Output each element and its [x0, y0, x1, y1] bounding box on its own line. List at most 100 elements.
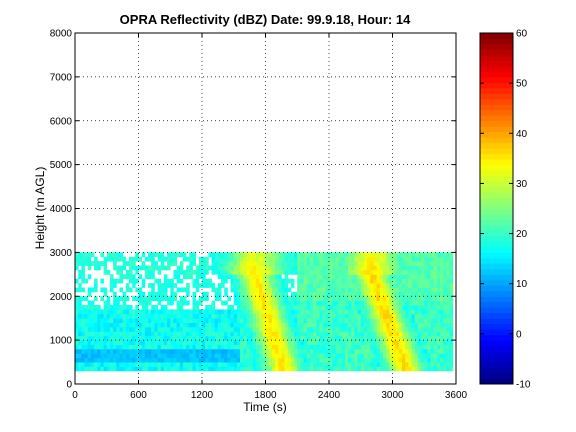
- heatmap-cell: [300, 362, 305, 367]
- colorbar-step: [480, 65, 513, 72]
- heatmap-cell: [433, 261, 438, 266]
- x-tick-label: 2400: [318, 390, 341, 401]
- heatmap-cell: [132, 309, 136, 315]
- heatmap-cell: [252, 252, 257, 258]
- heatmap-cell: [78, 287, 82, 293]
- heatmap-cell: [449, 362, 454, 367]
- heatmap-cell: [303, 348, 308, 354]
- heatmap-cell: [271, 252, 276, 258]
- heatmap-cell: [357, 309, 362, 315]
- heatmap-cell: [303, 261, 308, 266]
- heatmap-cell: [433, 283, 438, 288]
- heatmap-cell: [344, 366, 349, 372]
- heatmap-cell: [103, 366, 108, 372]
- heatmap-cell: [170, 353, 174, 359]
- heatmap-cell: [433, 335, 438, 341]
- heatmap-cell: [281, 318, 285, 323]
- heatmap-cell: [243, 269, 247, 275]
- heatmap-cell: [344, 362, 349, 367]
- heatmap-cell: [179, 261, 184, 266]
- heatmap-cell: [268, 331, 273, 337]
- heatmap-cell: [157, 344, 162, 350]
- heatmap-cell: [430, 291, 435, 297]
- heatmap-cell: [217, 313, 222, 319]
- heatmap-cell: [360, 322, 365, 328]
- heatmap-cell: [249, 322, 254, 328]
- heatmap-cell: [376, 326, 381, 332]
- heatmap-cell: [138, 256, 143, 262]
- heatmap-cell: [262, 331, 266, 337]
- heatmap-cell: [128, 331, 133, 337]
- heatmap-cell: [125, 313, 130, 319]
- heatmap-cell: [154, 309, 158, 315]
- heatmap-cell: [138, 300, 143, 306]
- heatmap-cell: [344, 318, 349, 323]
- heatmap-cell: [87, 305, 92, 310]
- heatmap-cell: [243, 348, 247, 354]
- heatmap-cell: [173, 353, 177, 359]
- heatmap-cell: [87, 362, 92, 367]
- heatmap-cell: [424, 291, 428, 297]
- heatmap-cell: [313, 357, 317, 363]
- heatmap-cell: [243, 309, 247, 315]
- heatmap-cell: [214, 265, 219, 271]
- heatmap-cell: [176, 322, 181, 328]
- heatmap-cell: [268, 261, 273, 266]
- heatmap-cell: [386, 287, 390, 293]
- heatmap-cell: [255, 357, 260, 363]
- heatmap-cell: [341, 291, 346, 297]
- heatmap-cell: [157, 252, 162, 258]
- heatmap-cell: [271, 318, 276, 323]
- heatmap-cell: [179, 305, 184, 310]
- heatmap-cell: [392, 335, 397, 341]
- heatmap-cell: [205, 344, 209, 350]
- heatmap-cell: [151, 357, 155, 363]
- heatmap-cell: [363, 344, 368, 350]
- heatmap-cell: [443, 274, 447, 280]
- heatmap-cell: [202, 366, 206, 372]
- heatmap-cell: [348, 340, 352, 345]
- heatmap-cell: [90, 322, 95, 328]
- heatmap-cell: [233, 296, 238, 302]
- heatmap-cell: [300, 340, 305, 345]
- heatmap-cell: [297, 313, 301, 319]
- heatmap-cell: [205, 348, 209, 354]
- heatmap-cell: [284, 340, 289, 345]
- heatmap-cell: [440, 331, 444, 337]
- heatmap-cell: [224, 291, 228, 297]
- heatmap-cell: [148, 296, 152, 302]
- heatmap-cell: [106, 362, 111, 367]
- heatmap-cell: [78, 318, 82, 323]
- heatmap-cell: [205, 269, 209, 275]
- heatmap-cell: [357, 322, 362, 328]
- heatmap-cell: [119, 353, 124, 359]
- heatmap-cell: [186, 322, 190, 328]
- heatmap-cell: [363, 313, 368, 319]
- heatmap-cell: [443, 305, 447, 310]
- heatmap-cell: [240, 269, 244, 275]
- heatmap-cell: [430, 309, 435, 315]
- heatmap-cell: [182, 353, 187, 359]
- heatmap-cell: [163, 278, 168, 284]
- heatmap-cell: [189, 322, 193, 328]
- heatmap-cell: [103, 261, 108, 266]
- heatmap-cell: [122, 357, 127, 363]
- heatmap-cell: [392, 344, 397, 350]
- heatmap-cell: [379, 287, 384, 293]
- heatmap-cell: [354, 296, 358, 302]
- heatmap-cell: [395, 291, 400, 297]
- heatmap-cell: [113, 326, 117, 332]
- heatmap-cell: [275, 348, 279, 354]
- heatmap-cell: [335, 309, 339, 315]
- heatmap-cell: [262, 344, 266, 350]
- heatmap-cell: [87, 348, 92, 354]
- heatmap-cell: [116, 278, 120, 284]
- heatmap-cell: [433, 362, 438, 367]
- heatmap-cell: [411, 278, 416, 284]
- heatmap-cell: [395, 278, 400, 284]
- heatmap-cell: [221, 326, 225, 332]
- heatmap-cell: [373, 331, 378, 337]
- heatmap-cell: [332, 265, 336, 271]
- heatmap-cell: [195, 322, 200, 328]
- heatmap-cell: [284, 366, 289, 372]
